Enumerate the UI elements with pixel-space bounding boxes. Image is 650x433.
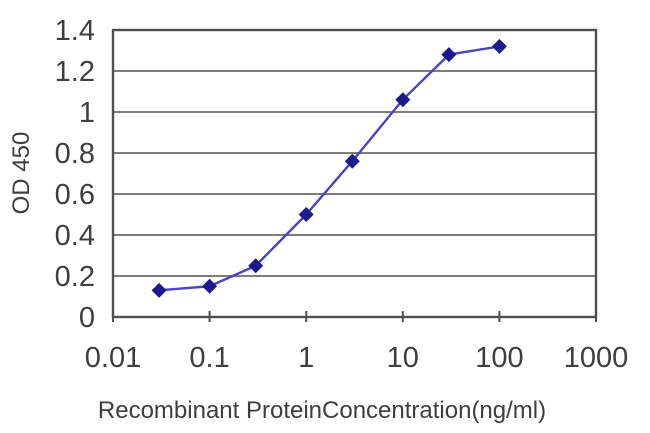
x-tick-label: 0.1 (189, 342, 229, 374)
data-point-marker (344, 153, 360, 169)
data-point-marker (395, 92, 411, 108)
x-tick-label: 10 (387, 342, 419, 374)
x-axis-title: Recombinant ProteinConcentration(ng/ml) (97, 397, 547, 424)
series-line (158, 45, 500, 292)
y-axis-title: OD 450 (8, 131, 35, 215)
x-tick-label: 0.01 (85, 342, 141, 374)
data-point-marker (298, 207, 314, 222)
y-tick-label: 1.2 (55, 56, 95, 88)
plot-area (113, 30, 596, 317)
data-point-marker (202, 278, 218, 294)
y-tick-label: 0.8 (55, 138, 95, 170)
y-tick-label: 0.2 (55, 261, 95, 293)
y-tick-label: 1 (79, 97, 95, 129)
data-point-marker (491, 38, 507, 54)
y-tick-label: 0.6 (55, 179, 95, 211)
x-tick-label: 1000 (564, 342, 629, 374)
y-tick-label: 1.4 (55, 15, 95, 47)
y-tick-label: 0.4 (55, 220, 95, 252)
data-point-marker (151, 282, 167, 298)
y-tick-label: 0 (79, 302, 95, 334)
data-point-marker (441, 47, 457, 63)
plot-border (111, 28, 598, 319)
x-tick-label: 100 (475, 342, 523, 374)
data-point-marker (248, 258, 264, 274)
x-tick-label: 1 (298, 342, 314, 374)
